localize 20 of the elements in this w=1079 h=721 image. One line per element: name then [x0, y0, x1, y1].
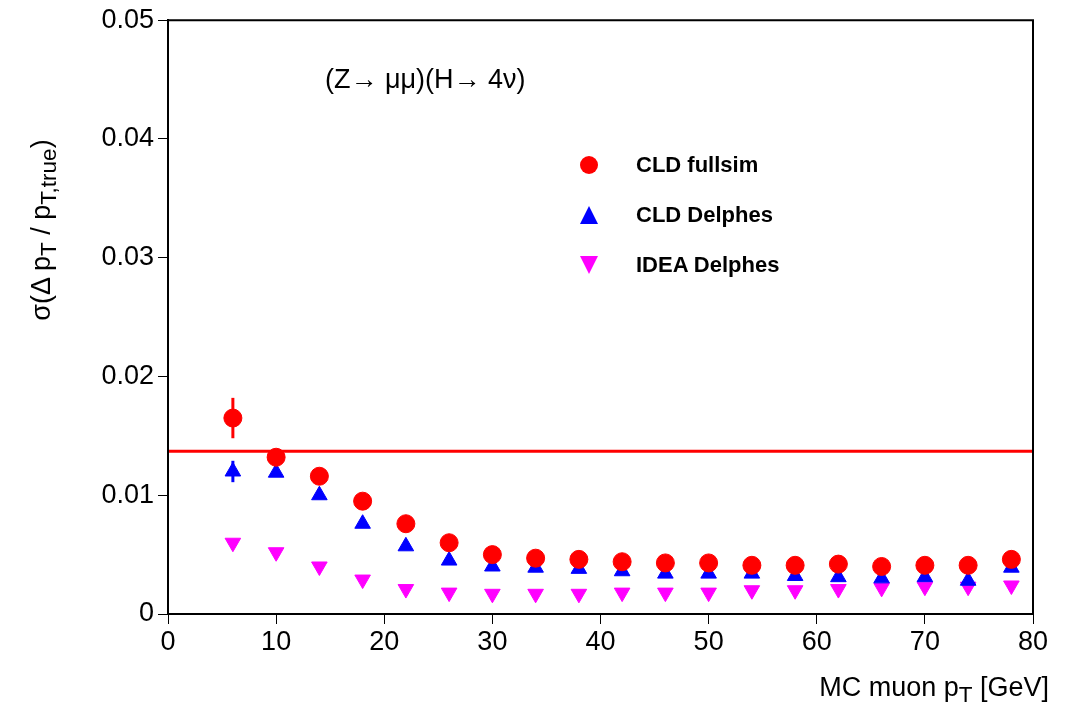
- y-tick-label: 0.03: [101, 241, 154, 272]
- y-tick-label: 0.01: [101, 478, 154, 509]
- annotation: (Z→ μμ)(H→ 4ν): [325, 64, 526, 95]
- x-tick-label: 50: [693, 625, 724, 656]
- y-tick-label: 0.04: [101, 122, 154, 153]
- x-tick-label: 60: [801, 625, 832, 656]
- x-tick-label: 80: [1017, 625, 1049, 656]
- y-tick-label: 0.02: [101, 359, 154, 390]
- x-tick-label: 0: [160, 625, 176, 656]
- legend-label: CLD fullsim: [636, 152, 759, 178]
- x-tick-label: 30: [477, 625, 508, 656]
- x-tick-label: 70: [909, 625, 940, 656]
- x-tick-label: 40: [585, 625, 616, 656]
- legend-label: IDEA Delphes: [636, 252, 780, 278]
- x-axis-title: MC muon p$_{T}$ [GeV]: [819, 672, 1049, 709]
- legend-label: CLD Delphes: [636, 202, 773, 228]
- x-tick-label: 20: [369, 625, 400, 656]
- y-tick-label: 0: [138, 597, 154, 628]
- x-tick-label: 10: [261, 625, 292, 656]
- y-tick-label: 0.05: [101, 3, 154, 34]
